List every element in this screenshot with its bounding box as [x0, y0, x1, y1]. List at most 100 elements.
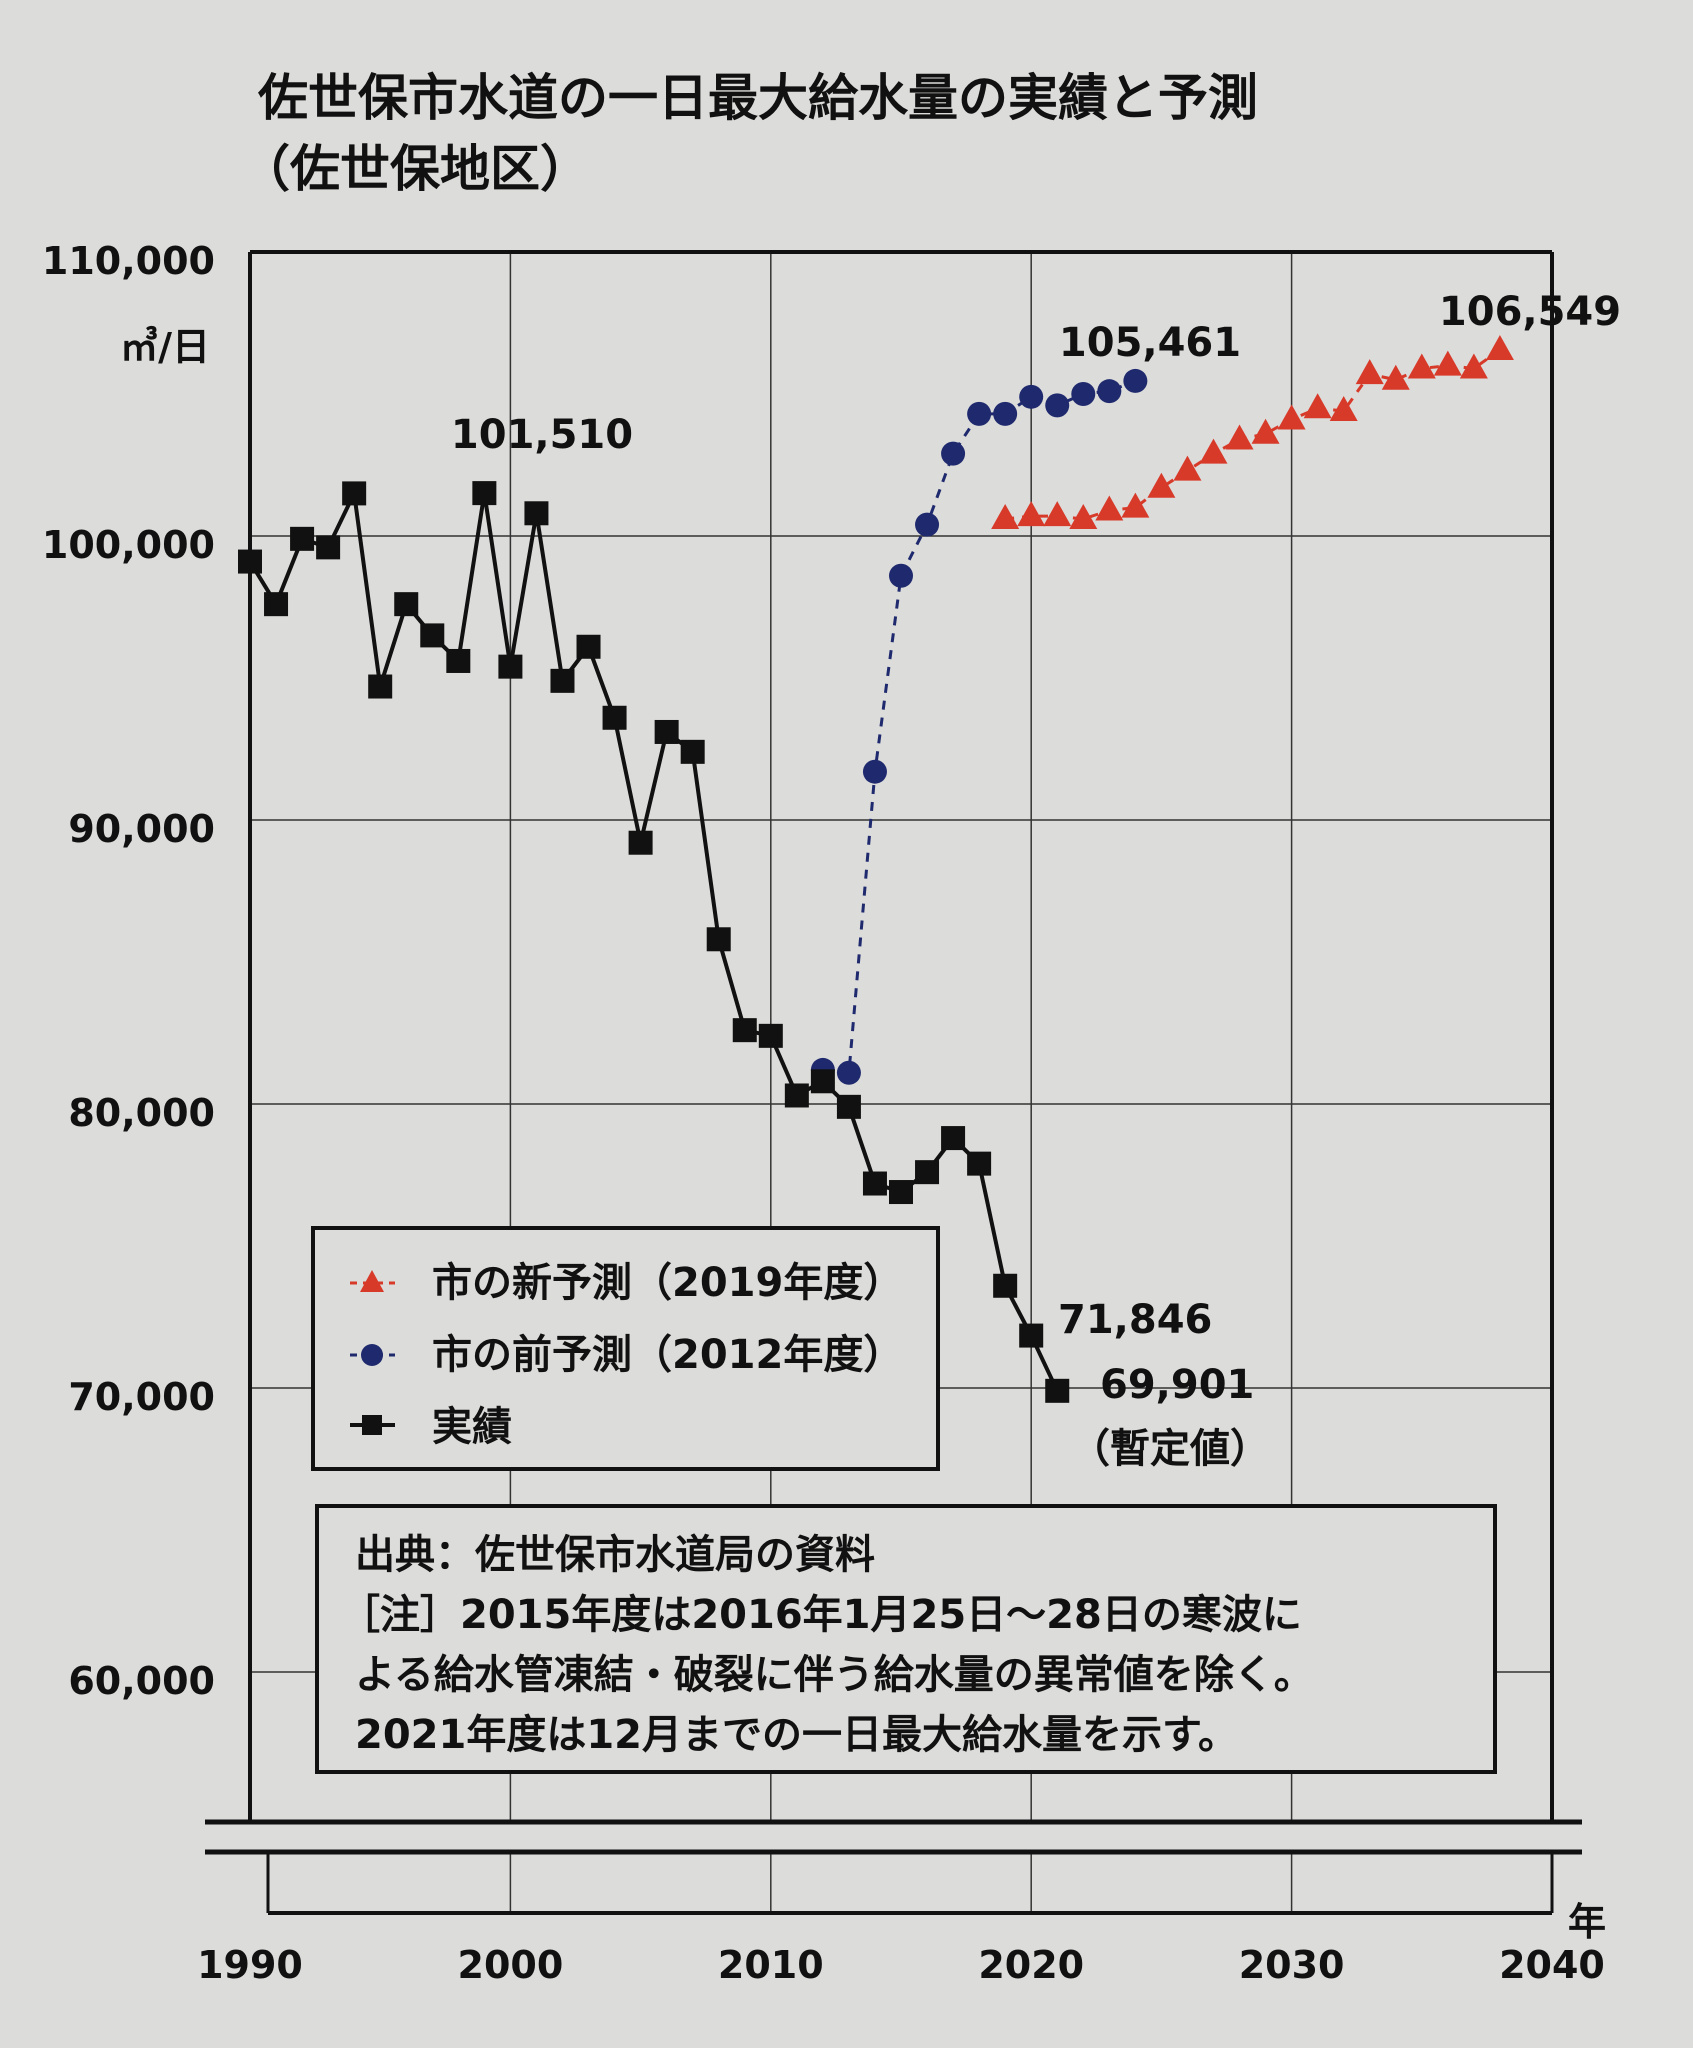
data-point-triangle-2036: [1433, 350, 1462, 376]
data-point-square-2006: [654, 719, 679, 744]
data-point-square-2000: [498, 654, 523, 679]
data-point-square-2004: [602, 705, 627, 730]
legend: 市の新予測（2019年度） 市の前予測（2012年度） 実績: [311, 1226, 940, 1471]
data-point-square-2008: [706, 927, 731, 952]
data-point-square-1996: [394, 592, 419, 617]
y-tick-label: 70,000: [68, 1375, 215, 1419]
data-point-triangle-2024: [1121, 492, 1150, 518]
data-point-triangle-2019: [991, 503, 1020, 529]
data-point-square-1993: [316, 535, 341, 560]
data-point-triangle-2033: [1355, 359, 1384, 385]
legend-marker-circle: [361, 1344, 383, 1366]
data-label-1999: 101,510: [451, 412, 633, 458]
note-source: 出典：佐世保市水道局の資料: [355, 1532, 875, 1578]
data-point-square-2005: [628, 830, 653, 855]
data-point-triangle-2026: [1173, 455, 1202, 481]
data-point-square-2015: [889, 1180, 913, 1205]
data-point-circle-2019: [993, 401, 1018, 426]
data-point-square-2016: [915, 1160, 940, 1185]
legend-marker-square: [362, 1415, 382, 1435]
series: [238, 335, 1514, 1403]
data-point-square-1997: [420, 623, 445, 648]
data-label-2024-prev: 105,461: [1059, 320, 1241, 366]
data-point-square-2014: [862, 1171, 887, 1196]
data-label-2021: 69,901: [1100, 1362, 1254, 1408]
data-point-triangle-2022: [1069, 503, 1098, 529]
axes: 110,000 100,000 90,000 80,000 70,000 60,000 19…: [42, 239, 1605, 1987]
data-point-square-2017: [941, 1126, 966, 1151]
x-tick-label: 2040: [1499, 1943, 1605, 1987]
data-point-square-2012: [810, 1069, 835, 1094]
legend-marker-triangle: [360, 1270, 384, 1292]
data-point-circle-2014: [862, 759, 887, 784]
x-tick-label: 2000: [458, 1943, 564, 1987]
data-point-square-2007: [680, 739, 705, 764]
x-tick-label: 2020: [978, 1943, 1084, 1987]
data-point-triangle-2032: [1329, 396, 1358, 422]
data-point-triangle-2029: [1251, 418, 1280, 444]
x-axis-unit: 年: [1568, 1900, 1606, 1944]
data-label-2020: 71,846: [1058, 1297, 1212, 1343]
data-point-triangle-2035: [1407, 353, 1436, 379]
data-label-2038-new: 106,549: [1439, 289, 1621, 335]
data-point-square-2019: [993, 1273, 1018, 1298]
data-point-square-2013: [836, 1094, 861, 1119]
data-point-square-1999: [472, 481, 497, 506]
data-point-triangle-2021: [1043, 501, 1072, 527]
data-point-square-2009: [732, 1018, 757, 1043]
data-point-triangle-2030: [1277, 404, 1306, 430]
y-tick-label: 100,000: [42, 523, 215, 567]
legend-label-actual: 実績: [432, 1404, 512, 1450]
legend-box: [311, 1226, 940, 1471]
note-box: 出典：佐世保市水道局の資料 ［注］2015年度は2016年1月25日～28日の寒…: [315, 1504, 1497, 1774]
x-tick-label: 1990: [197, 1943, 303, 1987]
x-tick-label: 2010: [718, 1943, 824, 1987]
data-point-circle-2022: [1071, 382, 1096, 406]
legend-label-prev: 市の前予測（2012年度）: [432, 1332, 903, 1378]
data-label-provisional: （暫定値）: [1070, 1426, 1270, 1472]
chart-title: 佐世保市水道の一日最大給水量の実績と予測: [257, 69, 1258, 127]
data-point-triangle-2031: [1303, 393, 1332, 419]
data-point-square-1998: [446, 648, 471, 673]
data-point-triangle-2027: [1199, 438, 1228, 464]
data-point-circle-2017: [941, 441, 966, 466]
data-point-square-1994: [342, 481, 367, 506]
data-point-triangle-2025: [1147, 472, 1176, 498]
data-point-triangle-2034: [1381, 364, 1410, 390]
data-point-square-1995: [368, 674, 393, 699]
data-point-square-1990: [238, 549, 262, 574]
data-point-circle-2018: [967, 401, 992, 426]
y-axis-unit: ㎥/日: [120, 325, 210, 369]
note-line-2: よる給水管凍結・破裂に伴う給水量の異常値を除く。: [355, 1652, 1314, 1698]
note-line-1: ［注］2015年度は2016年1月25日～28日の寒波に: [340, 1592, 1302, 1638]
data-point-circle-2016: [915, 512, 940, 537]
note-line-3: 2021年度は12月までの一日最大給水量を示す。: [355, 1712, 1238, 1758]
data-point-square-1991: [264, 592, 289, 617]
data-point-circle-2015: [889, 563, 913, 588]
data-point-square-2020: [1019, 1323, 1044, 1348]
data-point-square-2011: [784, 1083, 809, 1108]
legend-label-new: 市の新予測（2019年度）: [432, 1260, 903, 1306]
data-point-circle-2021: [1045, 393, 1070, 418]
series-line-circle: [822, 379, 1136, 1075]
data-point-square-2001: [524, 501, 549, 526]
data-point-triangle-2028: [1225, 424, 1254, 450]
data-point-triangle-2020: [1017, 501, 1046, 527]
data-point-circle-2023: [1097, 379, 1122, 404]
data-point-square-2018: [967, 1151, 992, 1176]
data-point-triangle-2038: [1485, 335, 1514, 361]
data-point-square-2021: [1045, 1378, 1070, 1403]
y-tick-label: 80,000: [68, 1091, 215, 1135]
data-point-circle-2020: [1019, 384, 1044, 409]
y-tick-label: 110,000: [42, 239, 215, 283]
data-point-triangle-2023: [1095, 495, 1124, 521]
data-point-square-2002: [550, 668, 575, 693]
x-tick-label: 2030: [1239, 1943, 1345, 1987]
data-point-circle-2024: [1123, 368, 1148, 393]
data-point-circle-2013: [836, 1060, 861, 1085]
data-point-square-2010: [758, 1023, 783, 1048]
data-point-triangle-2037: [1459, 353, 1488, 379]
y-tick-label: 90,000: [68, 807, 215, 851]
data-point-square-1992: [290, 526, 315, 551]
